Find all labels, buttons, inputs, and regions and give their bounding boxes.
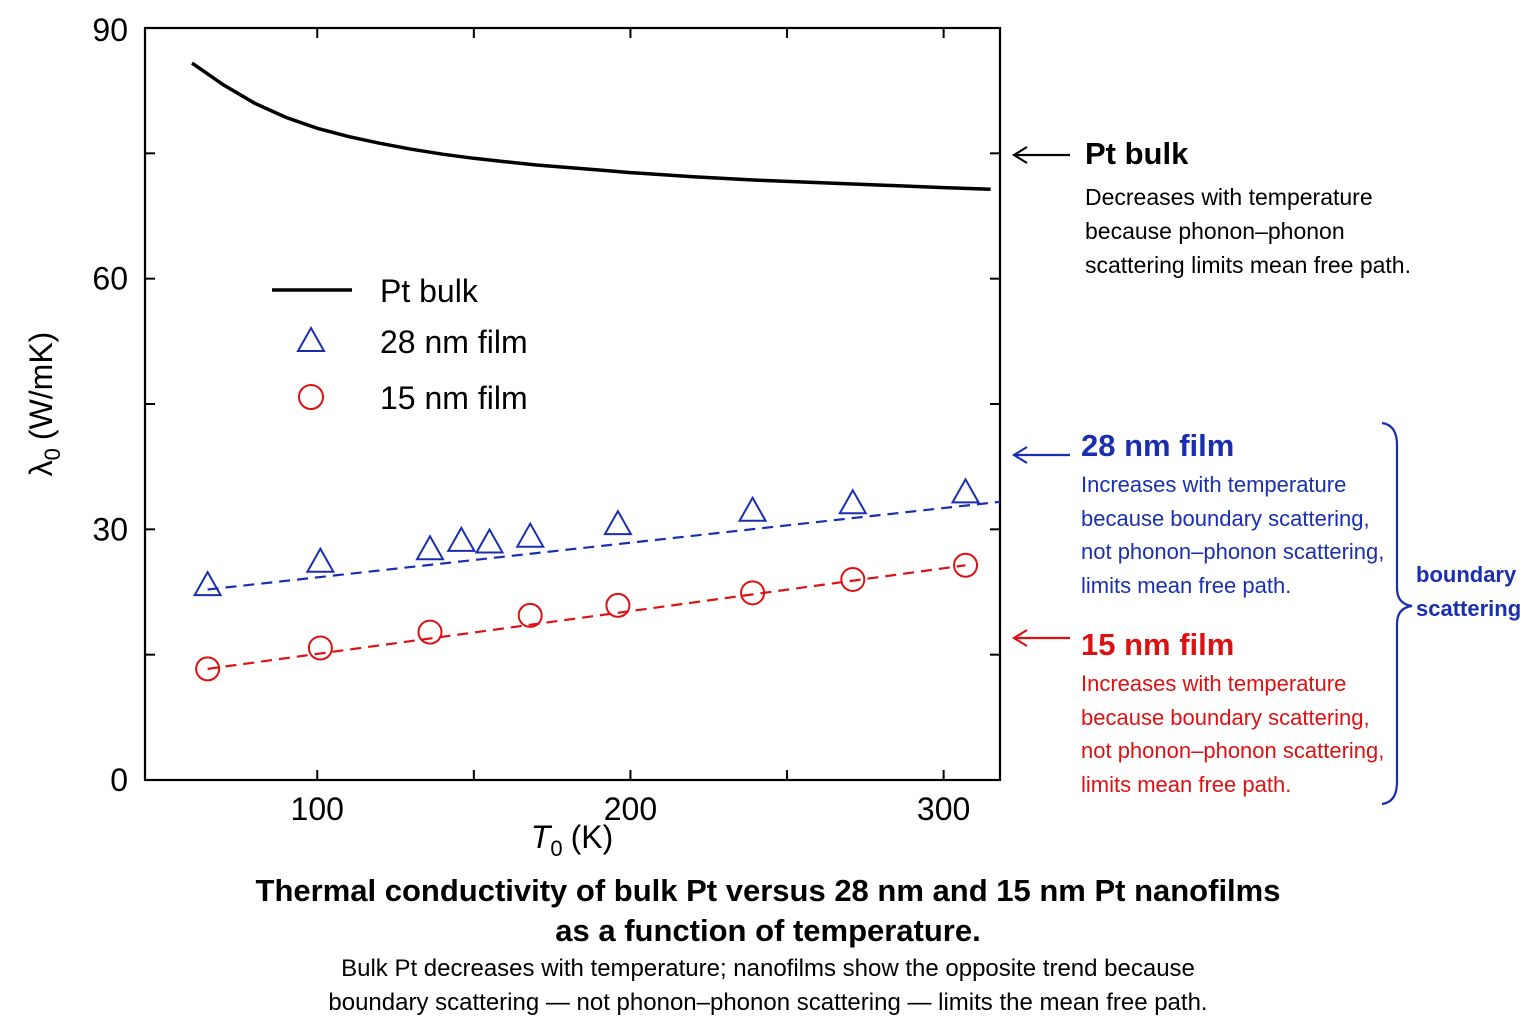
data-point-triangle: [305, 546, 336, 573]
x-tick-label: 100: [291, 791, 344, 827]
bracket-label-line: scattering: [1416, 596, 1522, 621]
annotation-line: Decreases with temperature: [1085, 184, 1373, 210]
legend-marker-triangle: [296, 325, 326, 352]
y-axis-symbol: λ: [23, 460, 59, 476]
curly-brace: [1381, 421, 1413, 806]
arrowhead-film15: [1011, 629, 1028, 647]
data-point-triangle: [838, 488, 868, 515]
annotation-film15-title: 15 nm film: [1081, 627, 1235, 662]
y-tick-label: 60: [92, 261, 128, 297]
annotation-arrows: [1011, 146, 1070, 647]
annotation-line: because phonon–phonon: [1085, 218, 1345, 244]
axis-ticks: [145, 27, 1000, 781]
caption-subtitle-line: boundary scattering — not phonon–phonon …: [328, 989, 1208, 1016]
y-axis-unit: (W/mK): [23, 332, 59, 440]
annotation-film28: 28 nm film Increases with temperature be…: [1081, 428, 1384, 602]
series-pt-bulk: [191, 61, 991, 192]
plot-frame: [143, 26, 1002, 782]
caption-subtitle: Bulk Pt decreases with temperature; nano…: [0, 952, 1536, 1020]
bracket-label: boundary scattering: [1416, 558, 1521, 626]
annotation-film28-body: Increases with temperature because bound…: [1081, 468, 1384, 602]
data-point-triangle: [446, 525, 477, 552]
caption-title: Thermal conductivity of bulk Pt versus 2…: [0, 871, 1536, 951]
arrowhead-bulk: [1011, 146, 1028, 164]
annotation-film15-body: Increases with temperature because bound…: [1081, 667, 1384, 801]
x-tick-label: 200: [604, 791, 657, 827]
x-tick-label: 300: [917, 791, 970, 827]
annotation-line: not phonon–phonon scattering,: [1081, 738, 1385, 763]
annotation-bulk-body: Decreases with temperature because phono…: [1085, 180, 1411, 282]
y-axis-subscript: 0: [40, 448, 65, 460]
data-point-circle: [840, 566, 866, 592]
annotation-line: Increases with temperature: [1081, 472, 1347, 497]
series-layer: [191, 61, 1001, 682]
annotation-bulk-title: Pt bulk: [1085, 136, 1189, 171]
y-tick-label: 30: [92, 511, 128, 547]
series-28-nm-fit: [207, 500, 1001, 591]
data-point-triangle: [415, 534, 445, 561]
data-point-triangle: [515, 521, 545, 548]
annotation-line: limits mean free path.: [1081, 572, 1292, 598]
data-point-triangle: [192, 570, 223, 597]
x-axis-unit: (K): [571, 819, 614, 855]
bracket-label-line: boundary: [1416, 562, 1517, 587]
arrowhead-film28: [1011, 446, 1028, 464]
data-point-triangle: [950, 477, 981, 504]
axis-tick-labels: 100 200 300 0 30 60 90: [92, 12, 970, 827]
data-point-circle: [517, 602, 543, 628]
data-point-triangle: [603, 509, 633, 536]
annotation-line: because boundary scattering,: [1081, 704, 1370, 730]
legend-label-film15: 15 nm film: [380, 380, 528, 416]
annotation-film28-title: 28 nm film: [1081, 428, 1235, 463]
data-point-circle: [307, 635, 333, 661]
data-point-circle: [417, 619, 443, 645]
data-point-triangle: [474, 527, 505, 554]
caption-title-line: as a function of temperature.: [555, 913, 981, 948]
annotation-line: not phonon–phonon scattering,: [1081, 539, 1385, 564]
data-point-triangle: [737, 495, 768, 522]
x-axis-symbol: T: [531, 819, 553, 855]
annotation-film15: 15 nm film Increases with temperature be…: [1081, 627, 1384, 801]
series-15-nm-fit: [207, 564, 966, 670]
annotation-line: Increases with temperature: [1081, 671, 1347, 696]
caption-subtitle-line: Bulk Pt decreases with temperature; nano…: [341, 955, 1195, 982]
x-axis-subscript: 0: [550, 836, 562, 861]
x-axis-label: T0 (K): [531, 819, 613, 861]
data-point-circle: [953, 552, 979, 578]
legend-label-film28: 28 nm film: [380, 324, 528, 360]
annotation-line: scattering limits mean free path.: [1085, 252, 1411, 278]
caption-title-line: Thermal conductivity of bulk Pt versus 2…: [255, 873, 1281, 908]
legend-marker-circle: [298, 384, 324, 410]
y-tick-label: 0: [110, 762, 128, 798]
y-axis-label: λ0 (W/mK): [23, 332, 65, 477]
annotation-line: limits mean free path.: [1081, 771, 1292, 797]
legend-label-bulk: Pt bulk: [380, 273, 479, 309]
y-tick-label: 90: [92, 12, 128, 48]
annotation-bulk: Pt bulk Decreases with temperature becau…: [1085, 136, 1411, 282]
annotation-line: because boundary scattering,: [1081, 505, 1370, 531]
legend: Pt bulk 28 nm film 15 nm film: [272, 273, 528, 416]
